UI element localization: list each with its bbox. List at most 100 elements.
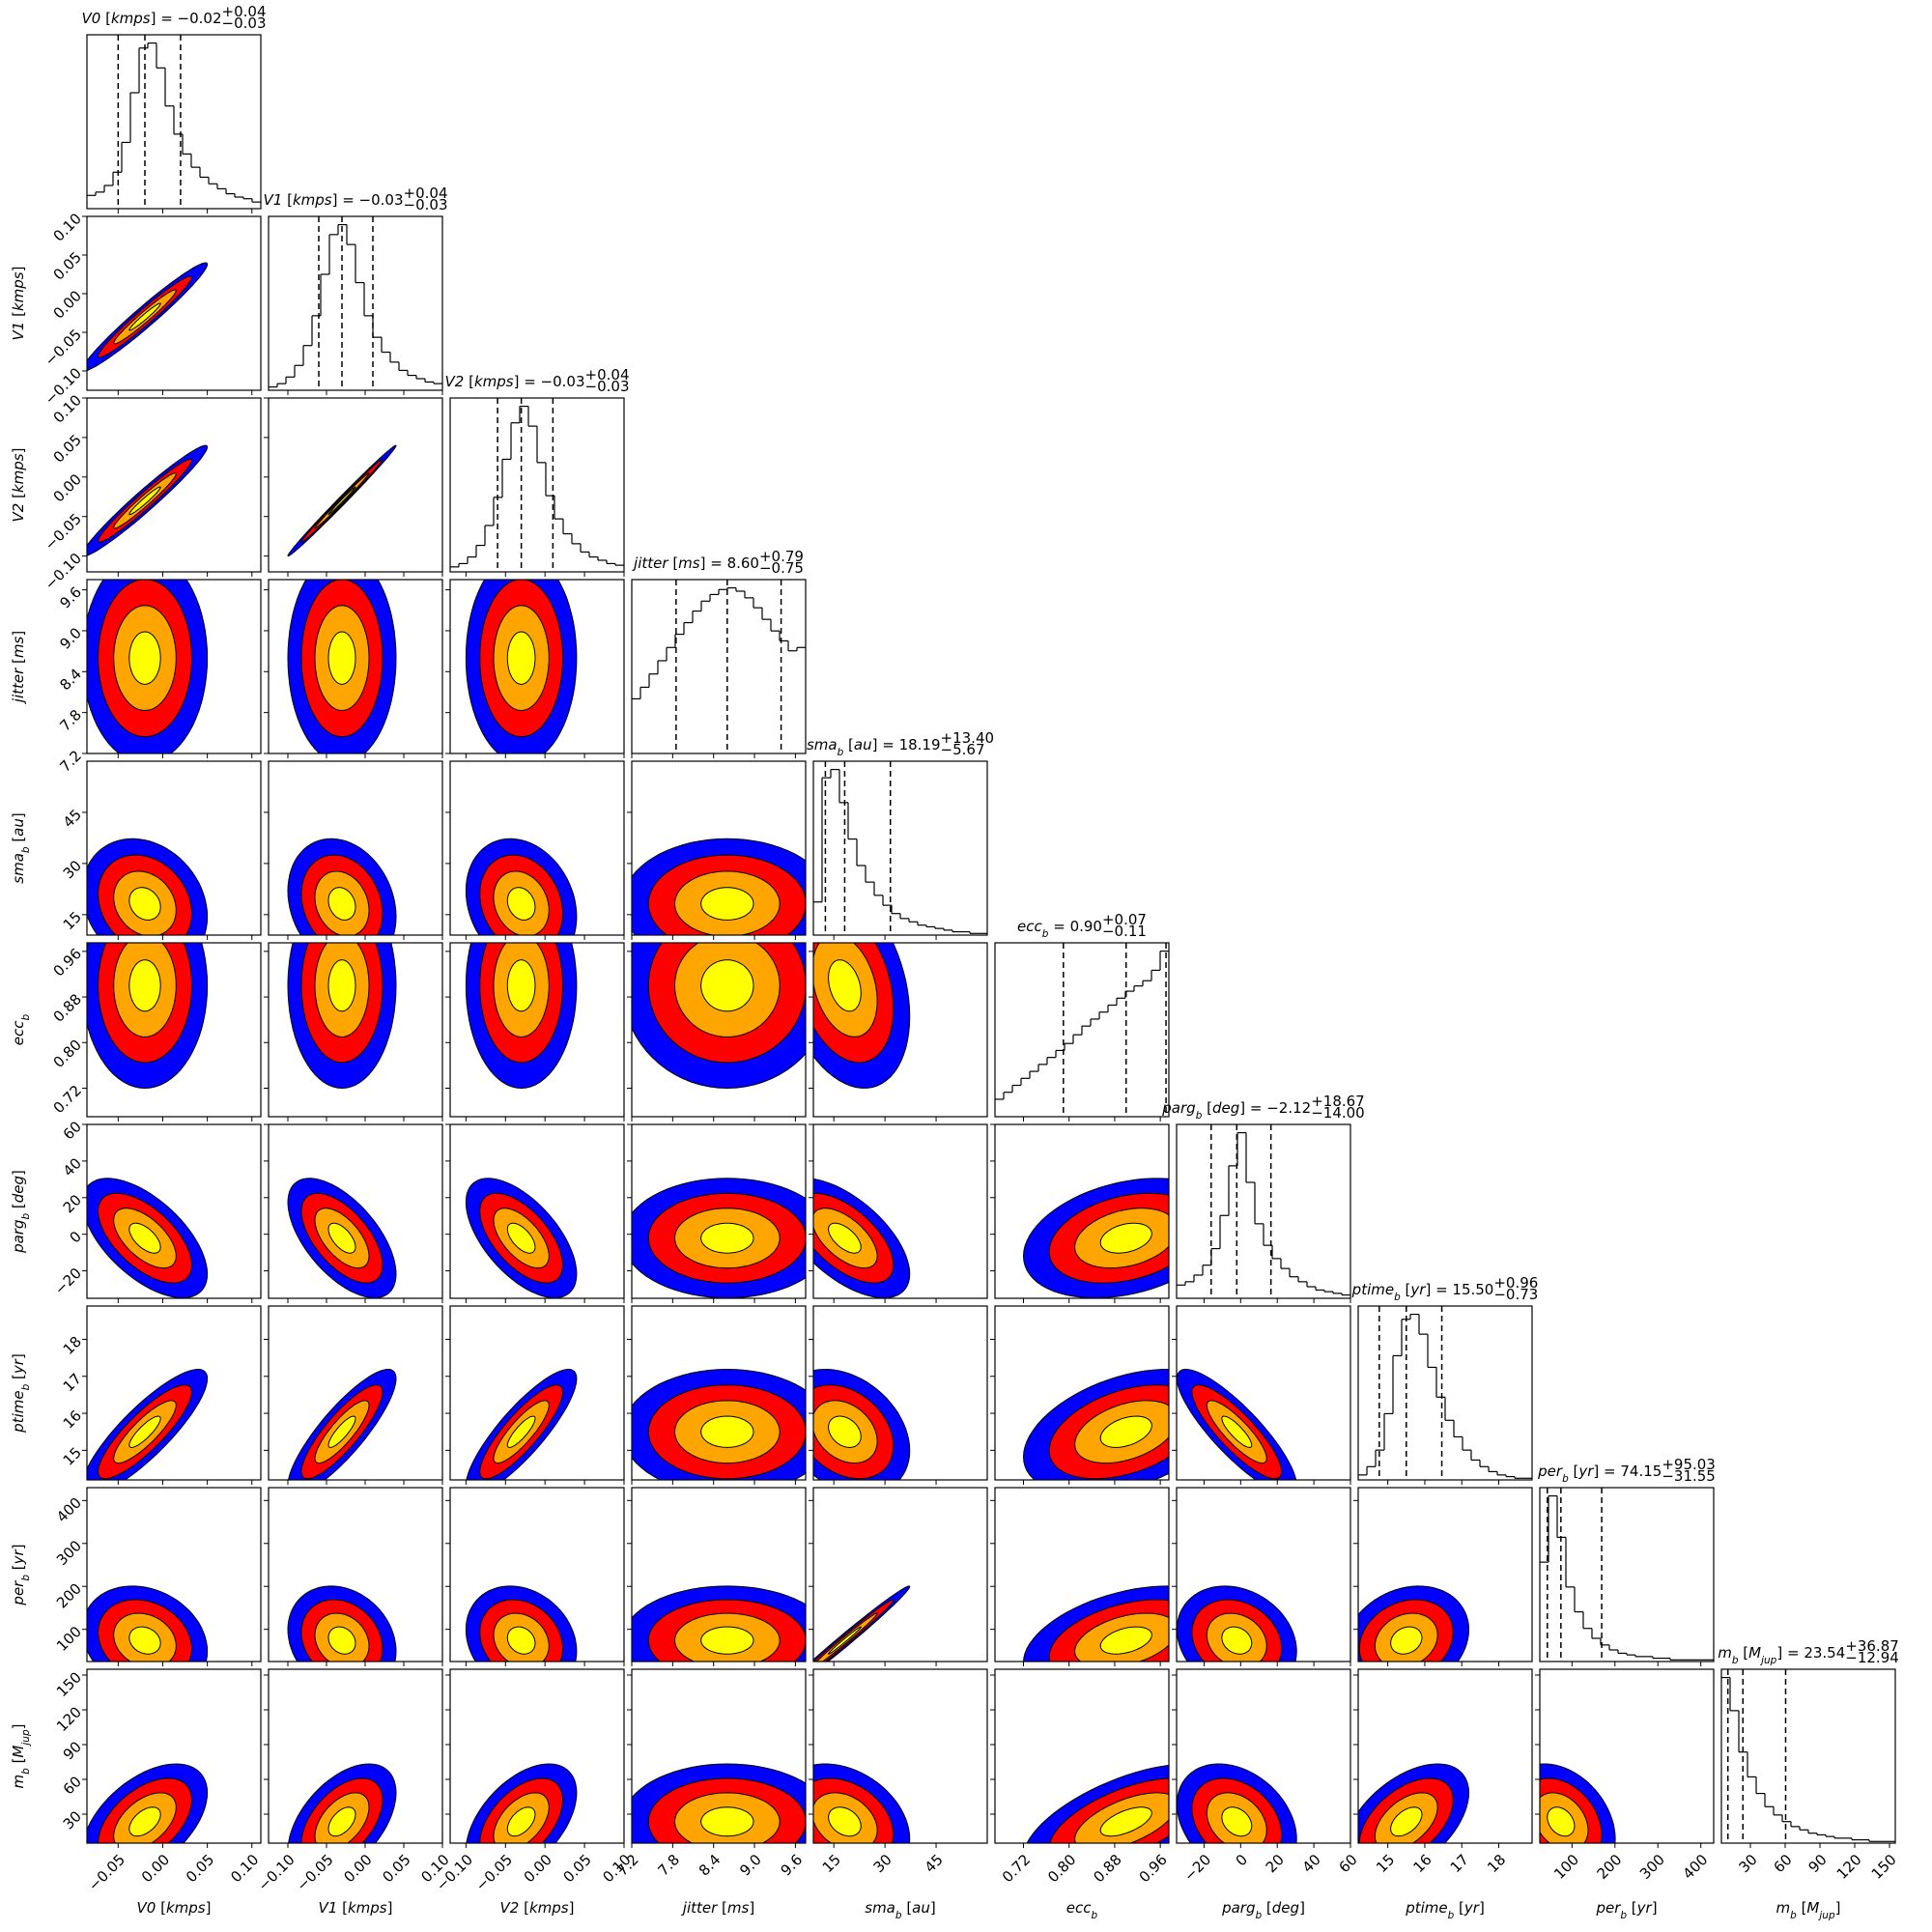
x-tick-label: 150 <box>1868 1851 1900 1883</box>
label-run: b <box>1255 1910 1262 1921</box>
title-minus: −12.94 <box>1845 1649 1899 1666</box>
label-run: per <box>10 1580 27 1606</box>
panel-title: pargb [deg] = −2.12 <box>1161 1099 1311 1122</box>
panel-frame <box>994 1305 1170 1481</box>
panel-frame <box>631 942 807 1118</box>
label-run: b <box>20 1768 32 1775</box>
x-axis-label: V0 [kmps] <box>137 1899 212 1917</box>
contour <box>828 1222 862 1254</box>
panel <box>813 943 911 1089</box>
y-axis-label: V2 [kmps] <box>10 448 27 523</box>
panel <box>87 943 209 1090</box>
title-minus: −31.55 <box>1662 1467 1716 1485</box>
contour <box>1221 1415 1253 1448</box>
label-run: M <box>1748 1644 1761 1662</box>
label-run: b <box>1620 1910 1627 1921</box>
y-axis-label: perb [yr] <box>10 1544 32 1605</box>
title-median: 23.54 <box>1804 1644 1845 1662</box>
y-axis-label: jitter [ms] <box>10 631 27 704</box>
label-run: sma <box>865 1899 895 1917</box>
label-run: ] <box>10 812 27 818</box>
x-tick-label: 20 <box>1263 1851 1288 1876</box>
contour <box>828 959 862 1012</box>
label-run: deg <box>1212 1099 1239 1117</box>
label-run: V2 <box>445 373 465 390</box>
label-run: ms <box>727 1899 750 1917</box>
panel-title: perb [yr] = 74.15 <box>1537 1463 1662 1485</box>
title-minus: −0.11 <box>1102 923 1147 940</box>
panel <box>87 444 209 556</box>
y-tick-label: −0.05 <box>42 510 85 554</box>
x-axis-label: eccb <box>1066 1899 1098 1921</box>
panel-frame <box>1357 1668 1533 1844</box>
title-minus: −0.73 <box>1493 1286 1538 1303</box>
label-run: b <box>1394 1292 1401 1303</box>
label-run: [ <box>668 554 679 572</box>
label-run: [ <box>10 493 27 503</box>
label-run: V1 <box>264 191 283 209</box>
label-run: au <box>912 1899 930 1917</box>
panel <box>87 838 209 935</box>
panel <box>1026 1764 1169 1843</box>
y-tick-label: 15 <box>60 908 85 933</box>
title-median: −0.03 <box>359 191 404 209</box>
contour <box>506 887 536 921</box>
contour <box>700 959 754 1012</box>
label-run: [ <box>337 1899 348 1917</box>
x-tick-label: 0.96 <box>1136 1851 1171 1886</box>
x-tick-label: −0.05 <box>294 1851 337 1894</box>
title-separator: = <box>705 554 726 572</box>
panel-title: V1 [kmps] = −0.03 <box>264 191 404 209</box>
contour <box>128 1626 161 1655</box>
panel <box>1177 1585 1297 1662</box>
label-run: ] <box>1652 1899 1658 1917</box>
panel-frame <box>86 1668 262 1844</box>
contour <box>1390 1806 1423 1837</box>
y-tick-label: 9.0 <box>56 624 85 653</box>
panel <box>632 943 806 1090</box>
label-run: yr <box>10 1548 27 1565</box>
y-tick-label: 0.80 <box>50 1037 85 1071</box>
contour <box>1221 1806 1253 1837</box>
x-tick-label: 60 <box>1771 1851 1796 1876</box>
y-tick-label: 100 <box>53 1623 85 1655</box>
panel-frame <box>86 579 262 754</box>
label-run: ] <box>10 1724 27 1730</box>
panel <box>287 1178 397 1298</box>
panel-frame <box>1720 1668 1896 1844</box>
x-tick-label: 9.6 <box>778 1851 807 1880</box>
label-run: yr <box>1636 1899 1653 1917</box>
panel <box>632 1585 806 1662</box>
label-run: parg <box>1221 1899 1255 1917</box>
label-run: kmps <box>111 10 151 27</box>
panel-frame <box>812 1487 988 1662</box>
panel <box>632 1368 806 1480</box>
y-tick-label: 150 <box>53 1668 85 1700</box>
x-tick-label: 60 <box>1336 1851 1361 1876</box>
label-run: b <box>1092 1910 1098 1921</box>
y-tick-label: 16 <box>60 1406 85 1432</box>
label-run: [ <box>1454 1899 1464 1917</box>
x-tick-label: 0.80 <box>1044 1851 1079 1886</box>
label-run: V0 <box>82 10 101 27</box>
panel-frame <box>631 1668 807 1844</box>
panel <box>1023 1585 1169 1662</box>
panel-frame <box>268 1305 443 1481</box>
panel <box>465 838 578 935</box>
y-tick-label: 20 <box>60 1191 85 1216</box>
panel-frame <box>268 942 443 1118</box>
label-run: M <box>1806 1899 1819 1917</box>
y-axis-label: V1 [kmps] <box>10 267 27 341</box>
label-run: [ <box>10 1203 27 1213</box>
contour <box>128 631 161 685</box>
contour <box>327 486 356 516</box>
x-tick-label: 0.05 <box>379 1851 413 1886</box>
x-tick-label: 30 <box>1736 1851 1761 1876</box>
title-plus: +0.04 <box>404 185 448 202</box>
panel <box>1540 1488 1714 1662</box>
y-tick-label: 0 <box>67 1228 85 1246</box>
panel-frame <box>86 1305 262 1481</box>
contour <box>327 1626 356 1655</box>
label-run: parg <box>1161 1099 1195 1117</box>
